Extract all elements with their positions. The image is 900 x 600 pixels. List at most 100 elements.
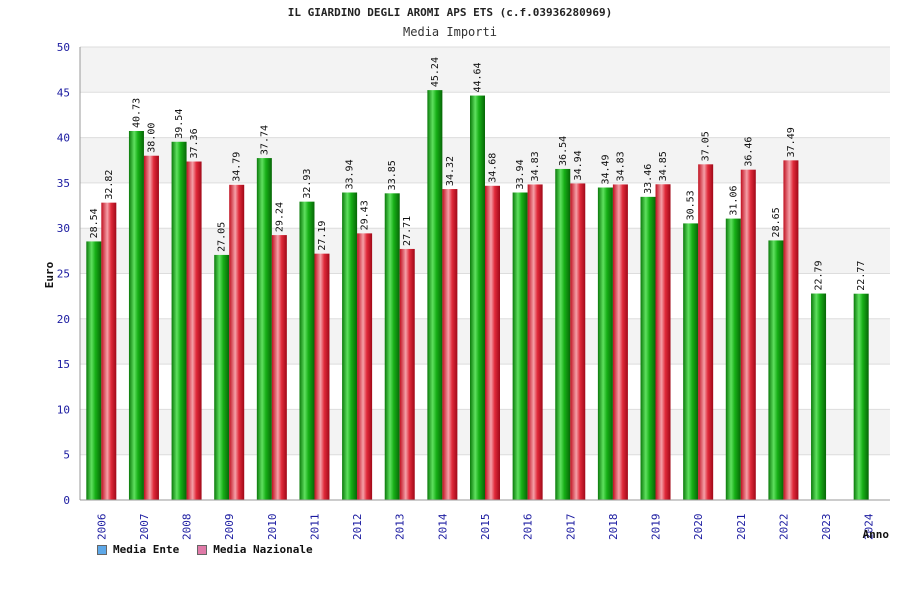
legend-label: Media Ente [113,543,180,556]
axes [79,47,890,501]
x-tick-label: 2006 [95,514,108,541]
data-label: 34.79 [232,152,243,182]
bar-media-ente-2023 [811,293,827,500]
legend-item-media-ente: Media Ente [97,543,179,556]
data-label: 36.54 [558,136,569,166]
x-axis-label: Anno [863,528,890,541]
y-tick-label: 50 [57,41,70,54]
data-label: 37.36 [189,128,200,158]
data-label: 39.54 [174,109,185,139]
y-tick-label: 45 [57,86,70,99]
bar-media-ente-2013 [384,193,400,500]
x-tick-label: 2023 [820,514,833,541]
chart-subtitle: Media Importi [403,25,497,39]
data-label: 33.85 [387,160,398,190]
chart-title: IL GIARDINO DEGLI AROMI APS ETS (c.f.039… [287,6,613,19]
bar-media-nazionale-2006 [101,202,117,500]
bar-media-nazionale-2017 [570,183,586,500]
bar-media-ente-2009 [214,254,230,500]
y-axis-label: Euro [43,261,56,288]
bar-media-nazionale-2019 [655,184,671,500]
x-tick-labels: 2006 2007 2008 2009 2010 2011 2012 2013 2014 2015… [95,513,875,540]
data-labels: 28.54 40.73 39.54 27.05 37.74 32.93 33.94 33.85… [89,57,867,291]
bar-media-ente-2012 [342,192,358,500]
data-label: 27.19 [317,221,328,251]
bar-media-ente-2006 [86,241,102,500]
data-label: 22.77 [856,261,867,291]
y-tick-label: 5 [63,449,70,462]
data-label: 29.43 [360,200,371,230]
data-label: 34.68 [488,153,499,183]
data-label: 34.83 [530,151,541,181]
bar-media-ente-2015 [470,95,485,501]
data-label: 28.54 [89,208,100,238]
bar-media-nazionale-2018 [612,184,628,501]
data-label: 37.05 [701,131,712,161]
x-tick-label: 2009 [223,514,236,541]
bar-media-ente-2021 [725,218,741,500]
data-label: 33.46 [643,164,654,194]
x-tick-label: 2013 [394,514,407,541]
data-label: 34.85 [658,151,669,181]
x-tick-label: 2015 [479,514,492,541]
x-tick-label: 2014 [436,513,449,540]
y-tick-label: 35 [57,177,70,190]
bar-media-nazionale-2014 [442,189,458,501]
x-tick-label: 2007 [138,514,151,541]
legend-item-media-nazionale: Media Nazionale [197,543,313,556]
data-label: 27.71 [402,216,413,246]
y-tick-label: 20 [57,313,70,326]
bar-media-ente-2018 [597,187,613,500]
bar-media-nazionale-2013 [399,248,415,500]
bar-media-ente-2017 [555,168,571,500]
bar-media-nazionale-2009 [229,184,245,500]
x-tick-label: 2020 [692,514,705,541]
data-label: 38.00 [146,123,157,153]
legend-label: Media Nazionale [213,543,313,556]
y-tick-label: 25 [57,268,70,281]
bar-media-ente-2020 [683,223,699,500]
bar-media-ente-2008 [171,141,187,501]
x-tick-label: 2010 [266,514,279,541]
data-label: 33.94 [515,159,526,189]
data-label: 32.82 [104,170,115,200]
y-tick-labels: 0 5 10 15 20 25 30 35 40 45 50 [57,41,70,507]
data-label: 30.53 [686,190,697,220]
data-label: 33.94 [345,159,356,189]
legend-swatch [97,544,107,555]
data-label: 37.49 [786,127,797,157]
bar-media-nazionale-2010 [271,235,287,500]
data-label: 34.49 [600,154,611,184]
data-label: 45.24 [430,57,441,87]
x-tick-label: 2018 [607,514,620,541]
bar-media-nazionale-2020 [698,164,714,500]
data-label: 29.24 [274,202,285,232]
bar-media-nazionale-2011 [314,253,330,500]
data-label: 32.93 [302,169,313,199]
data-label: 44.64 [473,62,484,92]
bar-media-ente-2022 [768,240,784,500]
data-label: 22.79 [814,260,825,290]
bar-media-nazionale-2021 [740,169,756,500]
bar-media-nazionale-2012 [357,233,373,500]
legend-swatch [197,544,208,555]
data-label: 34.83 [615,151,626,181]
y-tick-label: 0 [63,494,70,507]
y-tick-label: 15 [57,358,70,371]
bar-media-ente-2024 [853,293,869,500]
data-label: 40.73 [131,98,142,128]
bar-media-nazionale-2015 [485,185,500,500]
bar-media-ente-2014 [427,90,443,500]
bar-media-ente-2011 [299,201,315,500]
bar-media-nazionale-2022 [783,160,799,500]
bar-media-ente-2019 [640,196,656,500]
y-tick-label: 40 [57,132,70,145]
bar-media-nazionale-2008 [186,161,202,500]
x-tick-label: 2022 [777,514,790,541]
legend: Media Ente Media Nazionale [97,543,313,556]
bar-media-nazionale-2007 [143,155,159,500]
bars [86,90,869,501]
x-tick-label: 2016 [522,514,535,541]
plot-band [80,47,890,93]
